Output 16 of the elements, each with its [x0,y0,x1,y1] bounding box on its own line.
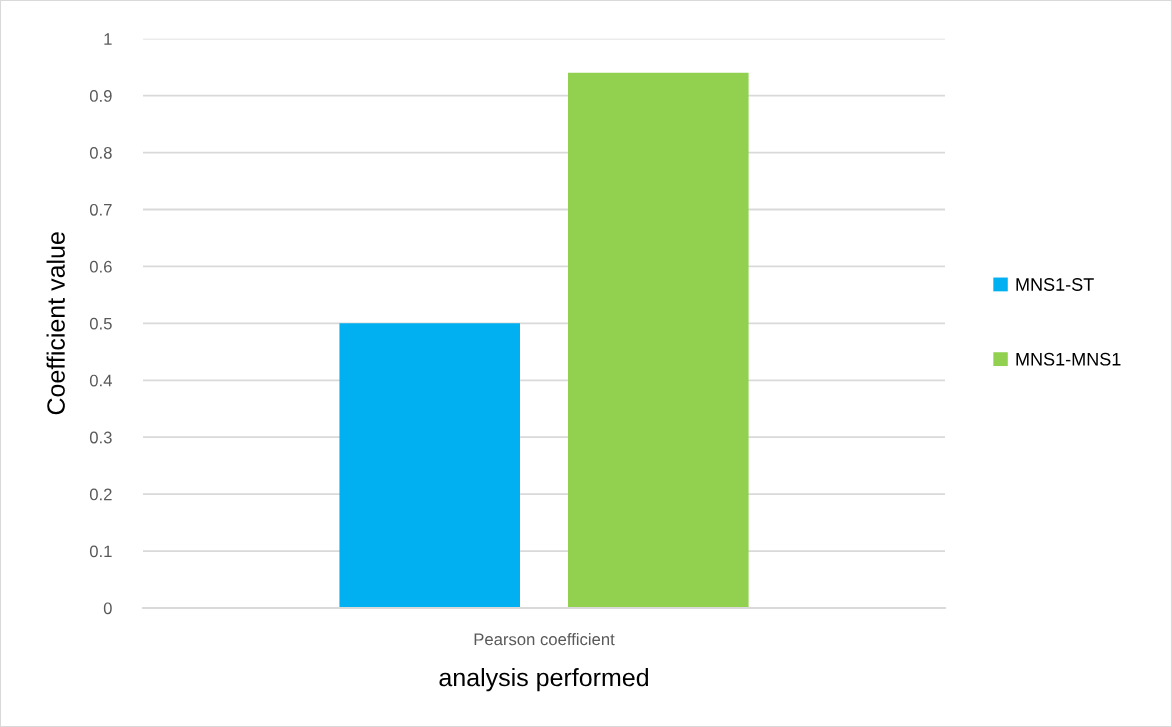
y-tick-label: 0.6 [89,260,112,273]
y-tick-label: 0.1 [89,545,112,558]
y-tick-label: 0 [103,602,112,615]
legend-label: MNS1-MNS1 [1016,352,1121,366]
y-tick-label: 1 [104,33,112,45]
legend-label: MNS1-ST [1016,278,1094,291]
y-tick-label: 0.2 [89,488,112,501]
y-tick-label: 0.9 [89,90,112,102]
y-tick-label: 0.4 [89,374,112,387]
y-tick-label: 0.7 [89,203,112,216]
y-tick-label: 0.8 [89,146,112,159]
x-axis-title: analysis performed [439,667,648,692]
y-tick-label: 0.3 [89,431,112,444]
x-tick-label: Pearson coefficient [474,633,615,646]
y-axis-title: Coefficient value [46,232,65,415]
y-tick-label: 0.5 [89,317,112,330]
